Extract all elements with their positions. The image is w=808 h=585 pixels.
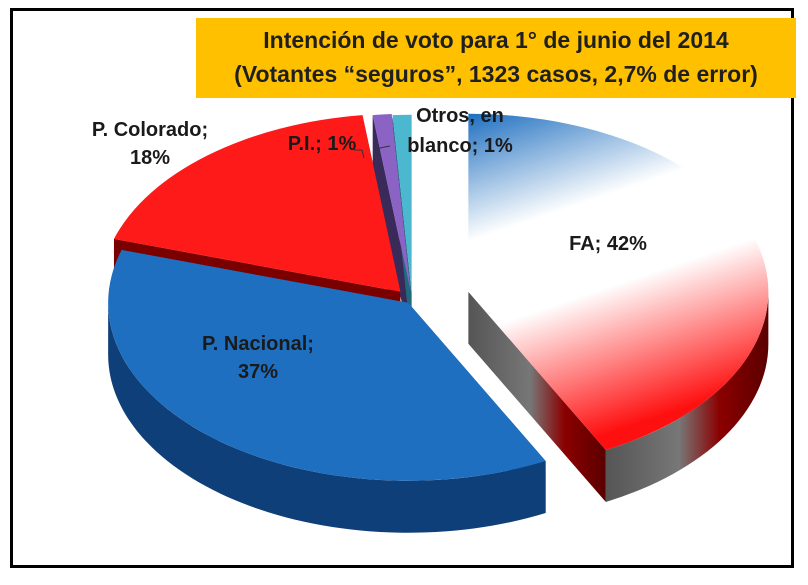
- slice-pi-label: P.I.; 1%: [288, 133, 357, 155]
- slice-pi-side: [372, 115, 411, 344]
- slice-colorado-label: 18%: [130, 147, 170, 169]
- slice-pi: [372, 113, 411, 292]
- chart-title-box: Intención de voto para 1° de junio del 2…: [196, 18, 796, 98]
- slice-nacional: [108, 249, 546, 481]
- slice-colorado: [113, 115, 401, 292]
- slice-otros-label: blanco; 1%: [407, 135, 513, 157]
- slice-otros: [392, 114, 412, 293]
- slice-fa: [468, 113, 769, 451]
- slice-colorado-label: P. Colorado;: [92, 119, 208, 141]
- slice-nacional-label: 37%: [238, 361, 278, 383]
- slice-fa-side: [468, 291, 606, 503]
- slice-nacional-label: P. Nacional;: [202, 333, 314, 355]
- slice-fa-side: [605, 291, 769, 503]
- slice-nacional-side: [108, 302, 546, 533]
- slice-otros-label: Otros, en: [416, 105, 504, 127]
- chart-title: Intención de voto para 1° de junio del 2…: [263, 27, 729, 53]
- chart-subtitle: (Votantes “seguros”, 1323 casos, 2,7% de…: [234, 61, 758, 87]
- leader-line: [354, 145, 391, 159]
- slice-fa-label: FA; 42%: [569, 233, 647, 255]
